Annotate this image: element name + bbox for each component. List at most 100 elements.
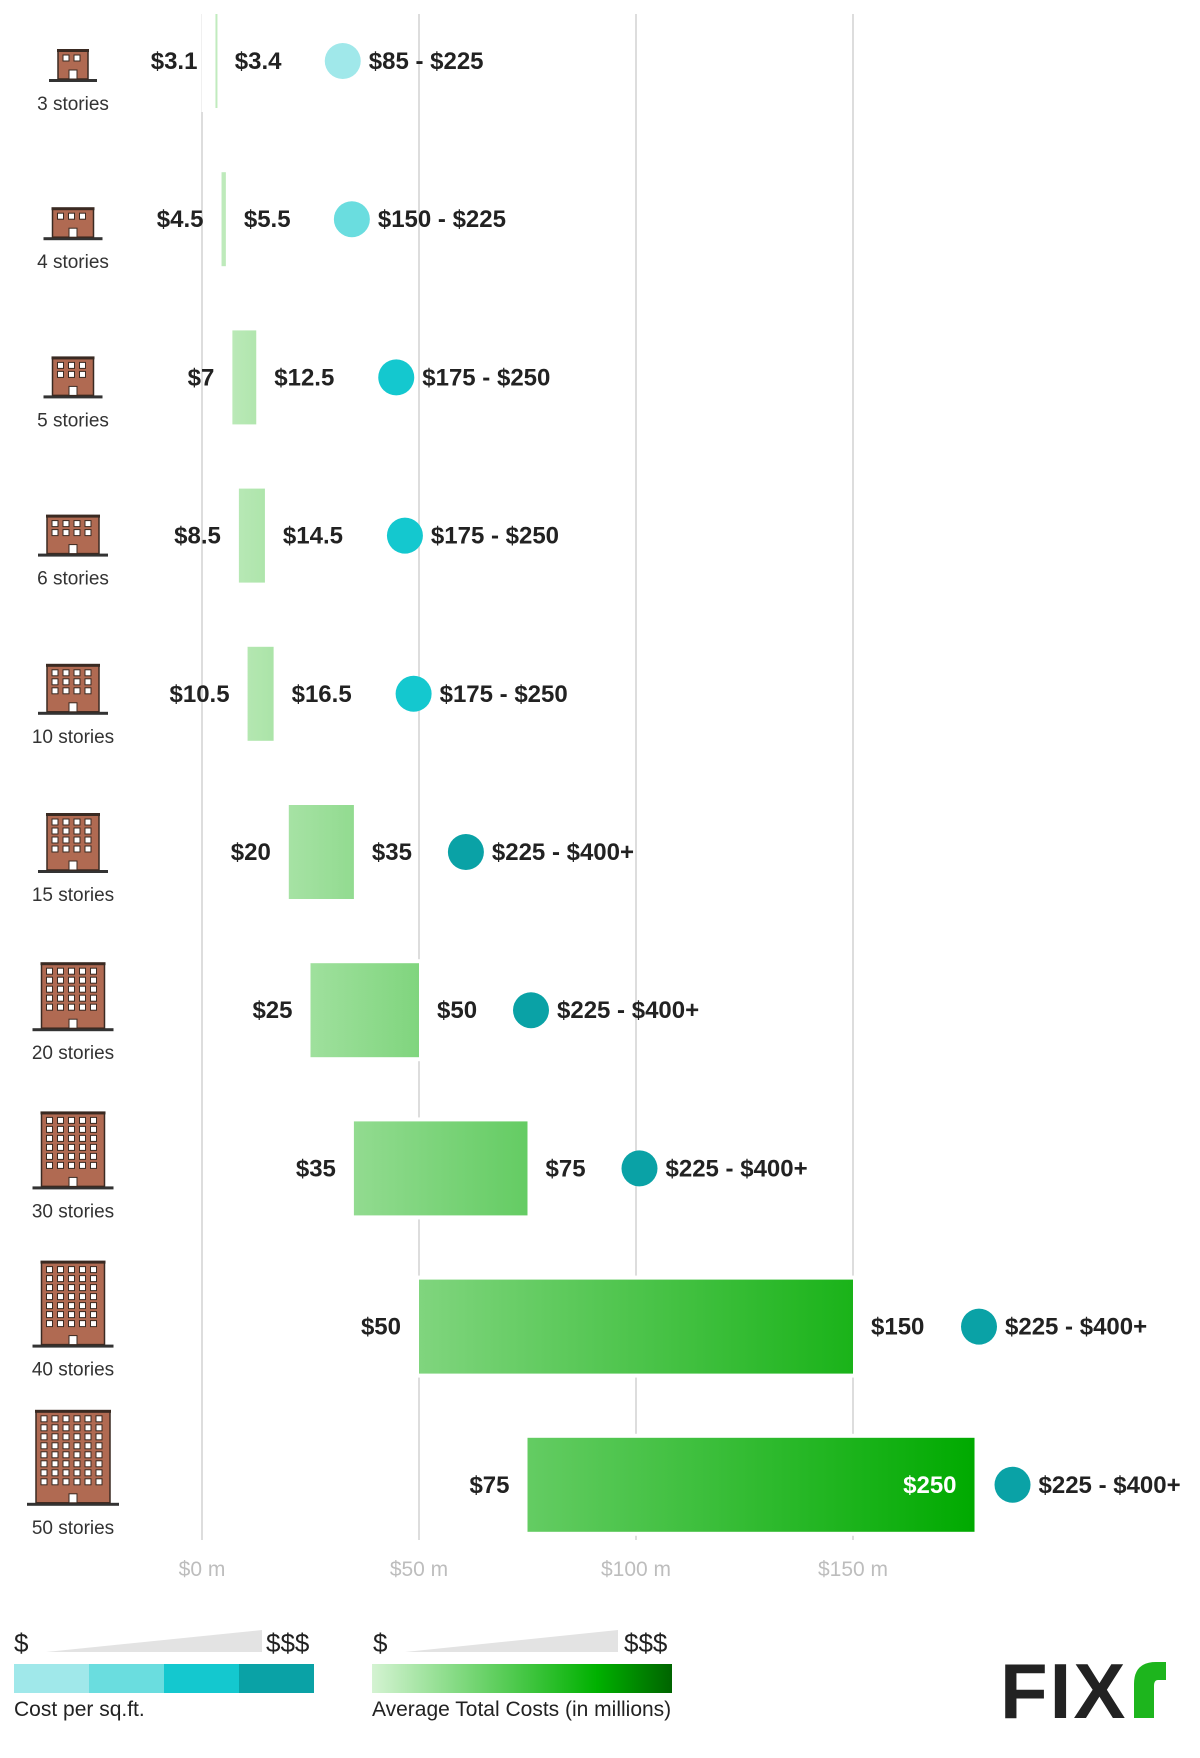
building-window [46, 1161, 53, 1169]
building-door [68, 1018, 78, 1029]
building-icon [38, 813, 108, 873]
building-icon [38, 663, 108, 715]
bar-low-label: $25 [252, 997, 292, 1024]
building-window [51, 520, 59, 528]
chart-row: $3.1 $3.4 $85 - $225 3 stories [37, 10, 484, 115]
x-axis: $0 m $50 m $100 m $150 m [179, 1558, 888, 1581]
building-window [46, 1003, 53, 1011]
building-window [46, 985, 53, 993]
building-ground [43, 395, 103, 399]
building-window [46, 967, 53, 975]
building-window [84, 1415, 92, 1423]
cost-per-sqft-label: $225 - $400+ [1005, 1314, 1147, 1341]
story-label: 50 stories [32, 1518, 114, 1539]
bar-low-label: $8.5 [174, 523, 221, 550]
building-window [62, 54, 70, 62]
building-window [73, 1478, 81, 1486]
building-window [46, 1275, 53, 1283]
building-window [57, 1293, 64, 1301]
building-window [90, 1320, 97, 1328]
building-window [40, 1415, 48, 1423]
legend-total-high: $$$ [624, 1628, 668, 1658]
cost-per-sqft-label: $225 - $400+ [1039, 1472, 1181, 1499]
legend-sqft-swatch [14, 1664, 89, 1693]
building-window [68, 1275, 75, 1283]
building-window [79, 1161, 86, 1169]
building-window [90, 1284, 97, 1292]
building-window [51, 827, 59, 835]
legend-sqft-low: $ [14, 1628, 29, 1658]
building-window [57, 1311, 64, 1319]
building-window [57, 976, 64, 984]
building-window [84, 1478, 92, 1486]
building-window [57, 361, 64, 369]
building-window [62, 678, 70, 686]
building-window [79, 994, 86, 1002]
building-window [79, 1266, 86, 1274]
building-window [62, 1469, 70, 1477]
building-window [73, 529, 81, 537]
chart-row: $35 $75 $225 - $400+ 30 stories [32, 1111, 808, 1222]
cost-bar [232, 330, 257, 425]
bar-high-label: $14.5 [283, 523, 343, 550]
building-window [90, 1266, 97, 1274]
x-tick-label: $100 m [601, 1558, 671, 1581]
story-label: 3 stories [37, 94, 109, 115]
story-label: 10 stories [32, 727, 114, 748]
building-window [90, 1134, 97, 1142]
chart-row: $4.5 $5.5 $150 - $225 4 stories [37, 168, 506, 273]
chart-row: $10.5 $16.5 $175 - $250 10 stories [32, 642, 568, 748]
building-window [57, 994, 64, 1002]
building-icon [27, 1409, 119, 1506]
building-ground [43, 237, 103, 241]
building-window [84, 1442, 92, 1450]
building-window [51, 1415, 59, 1423]
building-ground [27, 1502, 119, 1506]
logo-text: FIX [1000, 1647, 1127, 1735]
cost-bar [215, 14, 218, 108]
building-window [68, 994, 75, 1002]
building-window [95, 1451, 103, 1459]
building-icon [32, 1260, 114, 1348]
cost-per-sqft-label: $175 - $250 [431, 523, 559, 550]
building-ground [38, 711, 108, 715]
cost-bar [527, 1437, 975, 1532]
x-tick-label: $50 m [390, 1558, 448, 1581]
building-window [46, 1116, 53, 1124]
building-door [68, 860, 78, 871]
building-window [51, 818, 59, 826]
building-window [79, 1125, 86, 1133]
building-window [79, 1311, 86, 1319]
cost-level-dot [513, 992, 549, 1029]
chart-rows: $3.1 $3.4 $85 - $225 3 stories $4.5 $5.5 $150 … [27, 10, 1181, 1539]
building-window [46, 994, 53, 1002]
bar-low-label: $10.5 [170, 681, 230, 708]
building-window [40, 1451, 48, 1459]
building-window [46, 1134, 53, 1142]
building-window [73, 1415, 81, 1423]
building-window [46, 1125, 53, 1133]
building-window [73, 1469, 81, 1477]
bar-low-label: $50 [361, 1314, 401, 1341]
building-window [90, 1161, 97, 1169]
building-window [79, 1143, 86, 1151]
building-window [57, 1003, 64, 1011]
building-window [51, 1442, 59, 1450]
building-window [73, 827, 81, 835]
building-window [79, 1293, 86, 1301]
building-door [68, 544, 78, 555]
building-door [68, 702, 78, 713]
bar-high-label: $3.4 [235, 48, 282, 75]
building-window [62, 1442, 70, 1450]
bar-high-label: $5.5 [244, 206, 291, 233]
cost-level-dot [395, 675, 432, 712]
building-roof [51, 207, 95, 211]
building-roof [35, 1409, 111, 1413]
building-window [79, 1003, 86, 1011]
bar-low-label: $3.1 [151, 48, 198, 75]
cost-level-dot [961, 1308, 997, 1345]
building-ground [32, 1186, 114, 1190]
story-label: 5 stories [37, 410, 109, 431]
legend-sqft-label: Cost per sq.ft. [14, 1698, 145, 1721]
building-window [62, 669, 70, 677]
